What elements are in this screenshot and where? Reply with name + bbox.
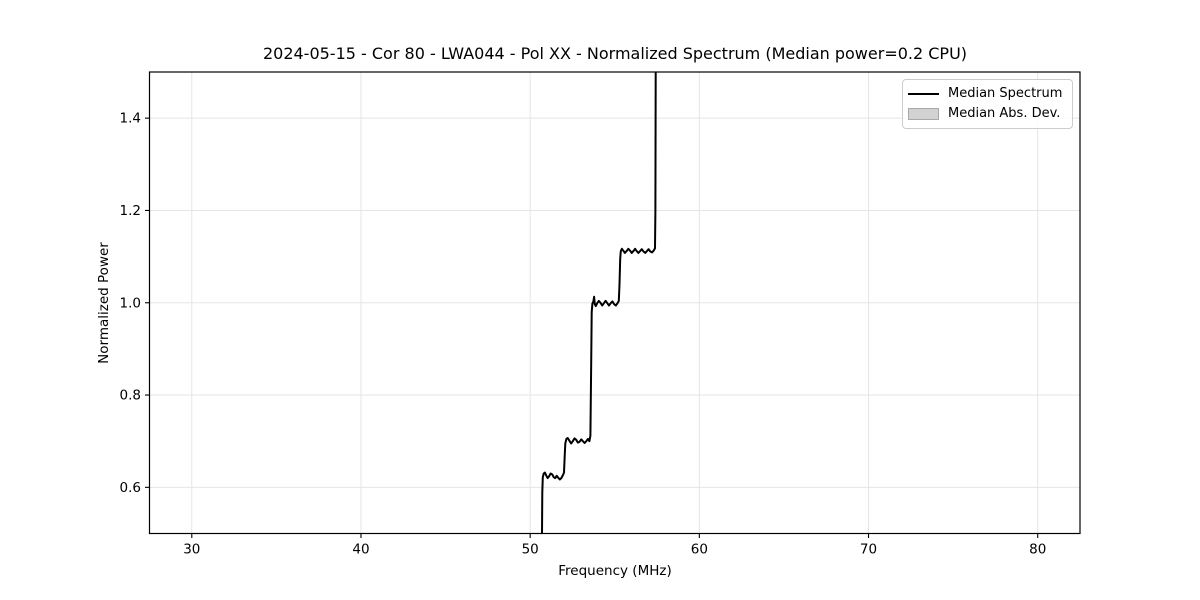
legend: Median Spectrum Median Abs. Dev.: [902, 79, 1073, 129]
legend-item-median-spectrum: Median Spectrum: [908, 85, 1063, 102]
y-tick-label: 1.0: [120, 295, 141, 311]
x-tick-label: 70: [860, 542, 877, 558]
x-tick-label: 80: [1029, 542, 1046, 558]
y-axis-label-text: Normalized Power: [96, 242, 112, 364]
median-spectrum-line: [541, 72, 657, 534]
x-tick-label: 30: [183, 542, 200, 558]
legend-item-median-abs-dev: Median Abs. Dev.: [908, 105, 1063, 122]
x-tick-label: 60: [691, 542, 708, 558]
y-tick-label: 1.4: [120, 111, 141, 127]
y-tick-label: 0.6: [120, 480, 141, 496]
legend-label-median-spectrum: Median Spectrum: [948, 86, 1063, 101]
median-abs-dev-patch-swatch: [908, 107, 939, 120]
median-spectrum-line-swatch: [908, 92, 939, 95]
x-tick-label: 40: [352, 542, 369, 558]
x-axis-label: Frequency (MHz): [558, 563, 672, 579]
chart-title: 2024-05-15 - Cor 80 - LWA044 - Pol XX - …: [262, 44, 968, 63]
y-tick-label: 0.8: [120, 388, 141, 404]
y-tick-label: 1.2: [120, 203, 141, 219]
x-tick-label: 50: [522, 542, 539, 558]
legend-label-median-abs-dev: Median Abs. Dev.: [948, 106, 1061, 121]
